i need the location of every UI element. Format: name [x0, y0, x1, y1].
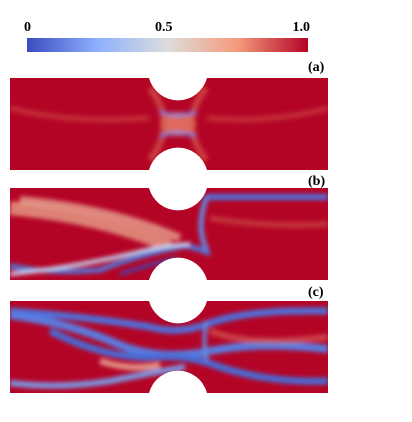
- panel-label-b: (b): [308, 174, 326, 189]
- colorbar: [27, 38, 308, 52]
- colorbar-tick-mid: 0.5: [155, 20, 173, 35]
- colorbar-tick-labels: 0 0.5 1.0: [24, 20, 310, 36]
- field-panel-b: [10, 188, 328, 280]
- panel-label-c: (c): [308, 285, 324, 300]
- field-panel-c: [10, 301, 328, 393]
- field-panel-a: [10, 78, 328, 170]
- panel-label-a: (a): [308, 60, 325, 75]
- colorbar-tick-max: 1.0: [292, 20, 311, 35]
- colorbar-tick-min: 0: [24, 20, 31, 35]
